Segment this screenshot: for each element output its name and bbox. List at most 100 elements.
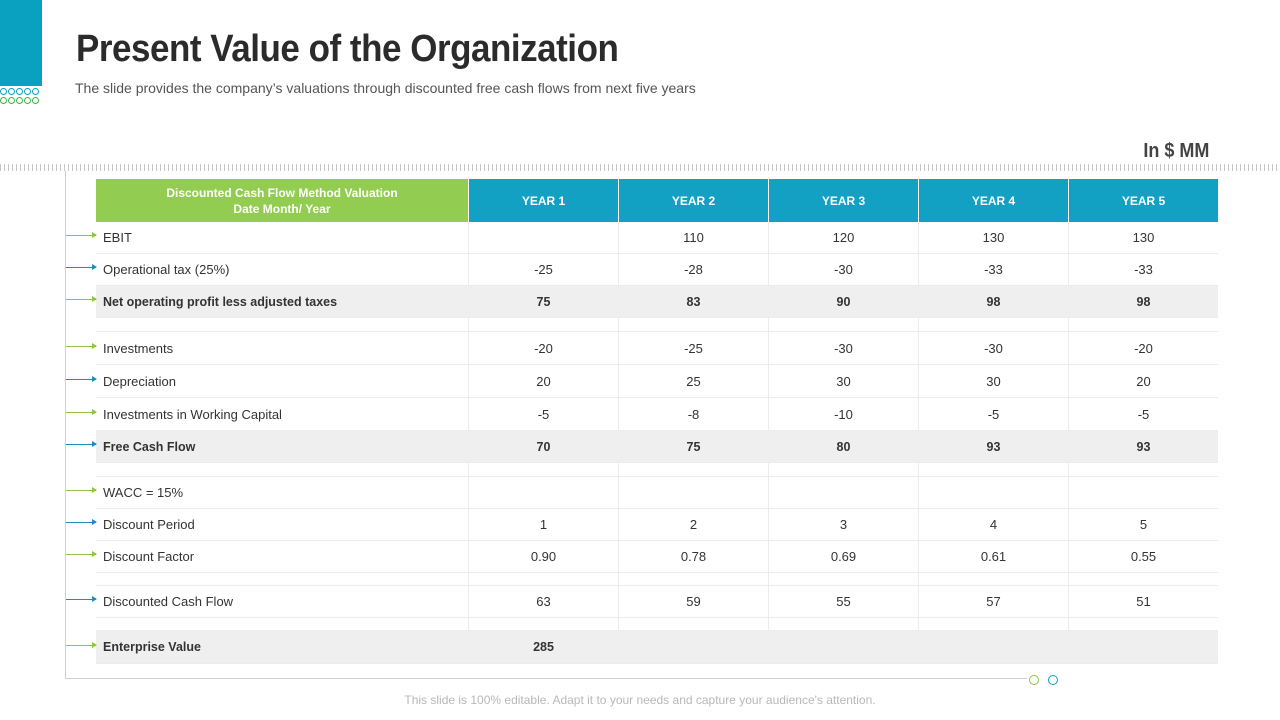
row-value-year-4: 57 bbox=[918, 586, 1068, 617]
spacer-cell bbox=[768, 618, 918, 630]
row-value-year-1: 75 bbox=[468, 286, 618, 317]
decorative-dots bbox=[0, 88, 46, 106]
row-value-year-3: 80 bbox=[768, 431, 918, 462]
nav-circle-green bbox=[1029, 675, 1039, 685]
row-label: Investments in Working Capital bbox=[103, 406, 282, 422]
row-value-year-4 bbox=[918, 631, 1068, 663]
row-value-year-4: -5 bbox=[918, 398, 1068, 430]
header-method-line1: Discounted Cash Flow Method Valuation bbox=[166, 185, 398, 200]
row-label: Enterprise Value bbox=[103, 640, 201, 654]
row-value-year-5: 5 bbox=[1068, 509, 1218, 540]
row-value-year-5: -5 bbox=[1068, 398, 1218, 430]
row-value-year-1 bbox=[468, 222, 618, 253]
row-value-year-4: 98 bbox=[918, 286, 1068, 317]
row-value-year-5 bbox=[1068, 477, 1218, 508]
row-label: Net operating profit less adjusted taxes bbox=[103, 294, 338, 309]
row-value-year-3: 30 bbox=[768, 365, 918, 397]
row-value-year-1: -20 bbox=[468, 332, 618, 364]
row-label: Discount Period bbox=[103, 517, 195, 532]
table-row: Investments in Working Capital -5 -8 -10 -5-… bbox=[96, 398, 1218, 431]
row-arrow-icon bbox=[66, 519, 97, 525]
row-value-year-2: 2 bbox=[618, 509, 768, 540]
table-row: Depreciation 20 25 30 30 20 bbox=[96, 365, 1218, 398]
table-body: EBIT 110 120 130 130 Operational tax (25%) -25… bbox=[96, 222, 1218, 664]
row-label: Depreciation bbox=[103, 373, 176, 389]
header-year-5: YEAR 5 bbox=[1068, 179, 1218, 222]
row-value-year-3 bbox=[768, 477, 918, 508]
row-value-year-3: -10 bbox=[768, 398, 918, 430]
row-value-year-4 bbox=[918, 477, 1068, 508]
spacer-cell bbox=[918, 618, 1068, 630]
row-value-year-1: 70 bbox=[468, 431, 618, 462]
row-value-year-4: -30 bbox=[918, 332, 1068, 364]
row-value-year-1: 20 bbox=[468, 365, 618, 397]
row-arrow-icon bbox=[66, 343, 97, 349]
header-method-cell: Discounted Cash Flow Method Valuation Da… bbox=[96, 179, 468, 222]
header-year-3: YEAR 3 bbox=[768, 179, 918, 222]
table-row: Enterprise Value 285 bbox=[96, 631, 1218, 664]
spacer-cell bbox=[1068, 618, 1218, 630]
row-value-year-5: 98 bbox=[1068, 286, 1218, 317]
row-value-year-2: -25 bbox=[618, 332, 768, 364]
table-spacer-row bbox=[96, 463, 1218, 477]
row-value-year-3: -30 bbox=[768, 332, 918, 364]
row-arrow-icon bbox=[66, 596, 97, 602]
row-value-year-1: 0.90 bbox=[468, 541, 618, 572]
table-row: Discounted Cash Flow 63 59 55 57 51 bbox=[96, 586, 1218, 618]
row-label: Investments bbox=[103, 340, 174, 356]
spacer-cell bbox=[1068, 463, 1218, 476]
header-year-4: YEAR 4 bbox=[918, 179, 1068, 222]
row-label: EBIT bbox=[103, 230, 132, 245]
row-label: Discount Factor bbox=[103, 549, 195, 564]
spacer-cell bbox=[1068, 318, 1218, 331]
dcf-valuation-table: Discounted Cash Flow Method Valuation Da… bbox=[96, 179, 1218, 664]
row-value-year-2: 75 bbox=[618, 431, 768, 462]
row-arrow-icon bbox=[66, 487, 97, 493]
footer-note: This slide is 100% editable. Adapt it to… bbox=[404, 693, 876, 707]
spacer-cell bbox=[618, 573, 768, 585]
row-value-year-2: 25 bbox=[618, 365, 768, 397]
frame-line-bottom bbox=[65, 678, 1027, 679]
row-value-year-1 bbox=[468, 477, 618, 508]
header-year-2: YEAR 2 bbox=[618, 179, 768, 222]
spacer-cell bbox=[618, 463, 768, 476]
spacer-cell bbox=[468, 618, 618, 630]
unit-label: In $ MM bbox=[1142, 140, 1209, 162]
row-arrow-icon bbox=[66, 642, 97, 648]
page-subtitle: The slide provides the company’s valuati… bbox=[75, 80, 696, 96]
spacer-cell bbox=[618, 618, 768, 630]
row-value-year-4: 4 bbox=[918, 509, 1068, 540]
spacer-cell bbox=[918, 463, 1068, 476]
spacer-cell bbox=[1068, 573, 1218, 585]
table-header-row: Discounted Cash Flow Method Valuation Da… bbox=[96, 179, 1218, 222]
table-row: EBIT 110 120 130 130 bbox=[96, 222, 1218, 254]
row-label: Discounted Cash Flow bbox=[103, 594, 234, 609]
table-spacer-row bbox=[96, 318, 1218, 332]
page-title: Present Value of the Organization bbox=[76, 28, 619, 70]
row-value-year-5 bbox=[1068, 631, 1218, 663]
row-value-year-5: 51 bbox=[1068, 586, 1218, 617]
table-spacer-row bbox=[96, 618, 1218, 631]
row-value-year-5: -33 bbox=[1068, 254, 1218, 285]
header-method-line2: Date Month/ Year bbox=[233, 201, 331, 216]
hatched-divider bbox=[0, 164, 1280, 171]
row-value-year-1: -5 bbox=[468, 398, 618, 430]
row-value-year-5: -20 bbox=[1068, 332, 1218, 364]
row-arrow-icon bbox=[66, 376, 97, 382]
accent-bar bbox=[0, 0, 42, 86]
table-row: Investments -20 -25 -30 -30 -20 bbox=[96, 332, 1218, 365]
row-value-year-2: 59 bbox=[618, 586, 768, 617]
row-value-year-3: 3 bbox=[768, 509, 918, 540]
row-value-year-2: 110 bbox=[618, 222, 768, 253]
row-value-year-5: 0.55 bbox=[1068, 541, 1218, 572]
row-label: Operational tax (25%) bbox=[103, 262, 230, 277]
spacer-cell bbox=[618, 318, 768, 331]
row-arrow-icon bbox=[66, 551, 97, 557]
row-arrow-icon bbox=[66, 441, 97, 447]
row-value-year-3 bbox=[768, 631, 918, 663]
table-row: Discount Factor 0.90 0.78 0.69 0.61 0.55 bbox=[96, 541, 1218, 573]
table-row: Free Cash Flow 70 75 80 93 93 bbox=[96, 431, 1218, 463]
row-value-year-2: 0.78 bbox=[618, 541, 768, 572]
row-value-year-2: 83 bbox=[618, 286, 768, 317]
row-value-year-3: -30 bbox=[768, 254, 918, 285]
